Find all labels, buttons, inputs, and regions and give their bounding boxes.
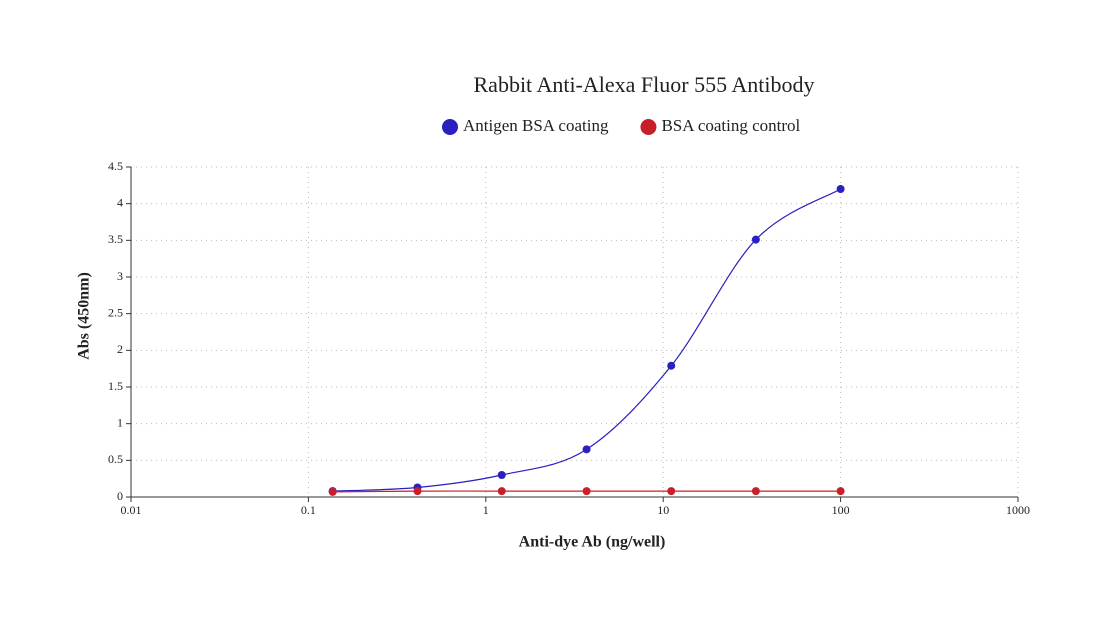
y-tick-label: 3.5 [108,232,123,246]
legend-marker [442,119,458,135]
chart-title: Rabbit Anti-Alexa Fluor 555 Antibody [474,72,815,97]
data-point [497,471,506,479]
data-point [582,487,591,496]
x-tick-label: 0.01 [121,503,142,517]
y-tick-label: 0.5 [108,452,123,466]
y-tick-label: 1 [117,415,123,429]
data-point [328,487,337,496]
data-point [413,487,422,496]
y-tick-label: 4 [117,195,123,209]
x-tick-label: 100 [832,503,850,517]
x-tick-label: 1 [483,503,489,517]
data-point [751,487,760,496]
data-point [836,185,845,193]
y-tick-label: 3 [117,269,123,283]
y-tick-label: 4.5 [108,159,123,173]
data-point [667,487,676,496]
data-point [751,235,760,244]
x-axis-label: Anti-dye Ab (ng/well) [519,534,666,551]
data-point [497,487,506,496]
y-tick-label: 1.5 [108,379,123,393]
legend-label: BSA coating control [661,116,800,135]
legend-label: Antigen BSA coating [463,116,609,135]
data-point [836,487,845,496]
x-tick-label: 1000 [1006,503,1030,517]
y-tick-label: 0 [117,489,123,503]
legend-marker [640,119,657,135]
x-tick-label: 10 [657,503,669,517]
x-tick-label: 0.1 [301,503,316,517]
data-point [667,361,676,370]
data-point [582,445,591,454]
y-axis-label: Abs (450nm) [76,272,93,360]
y-tick-label: 2.5 [108,305,123,319]
y-tick-label: 2 [117,342,123,356]
